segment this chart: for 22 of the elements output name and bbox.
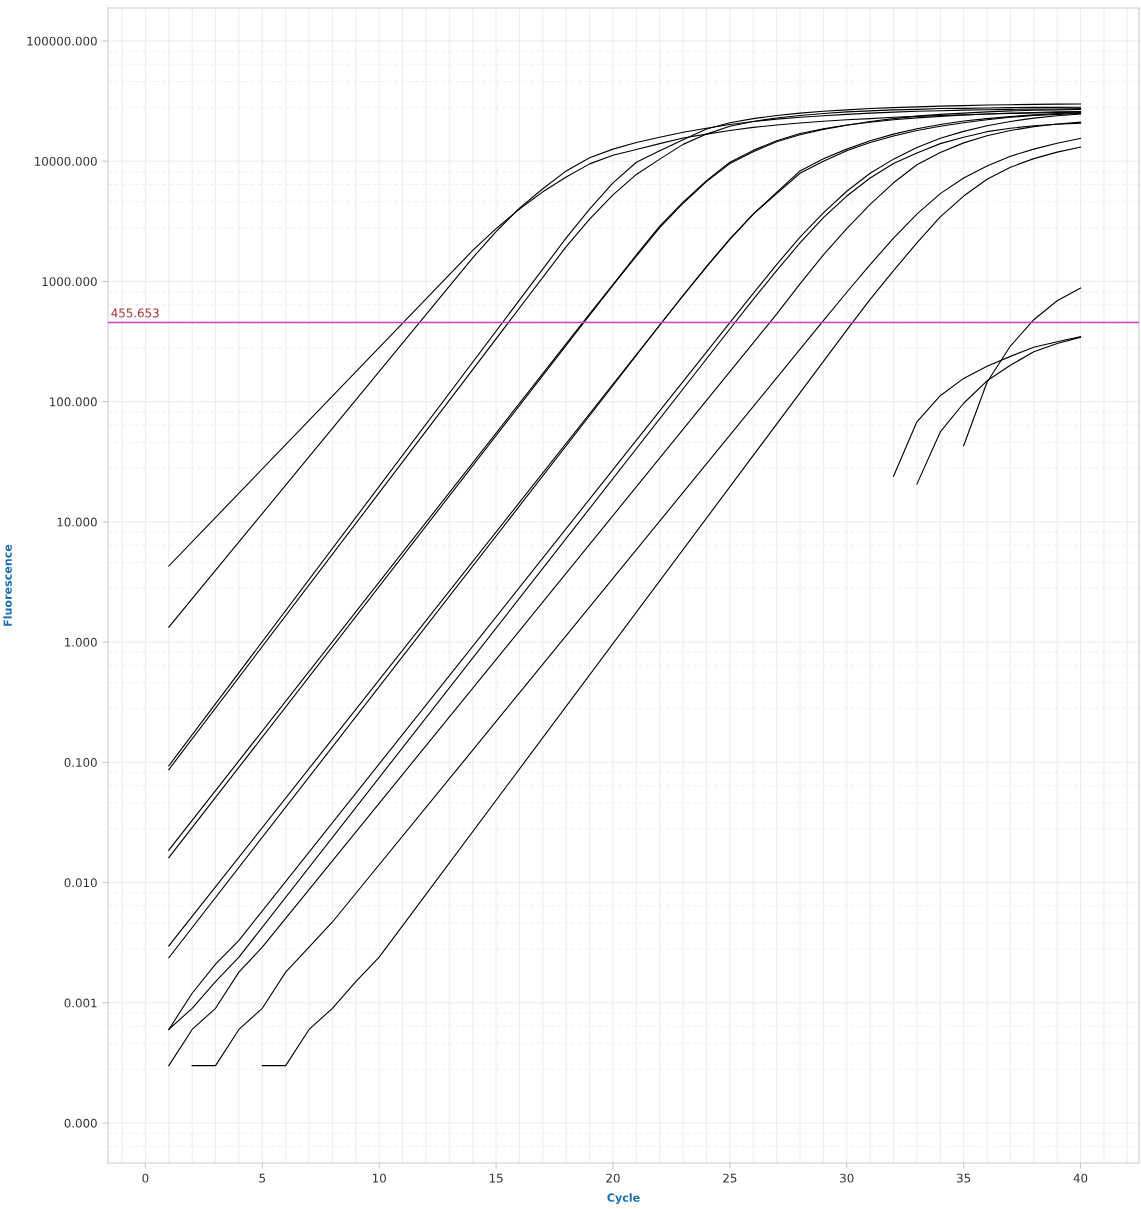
x-tick-label: 40	[1073, 1173, 1088, 1183]
y-tick-label: 100.000	[50, 397, 97, 407]
y-tick-label: 0.010	[64, 878, 97, 888]
y-tick-label: 10.000	[57, 517, 97, 527]
x-tick-label: 20	[606, 1173, 620, 1183]
y-tick-label: 0.100	[64, 758, 97, 767]
y-tick-label: 0.000	[64, 1118, 97, 1128]
x-tick-label: 15	[489, 1173, 503, 1183]
y-tick-label: 100000.000	[27, 36, 97, 46]
y-axis-title: Fluorescence	[3, 544, 12, 626]
x-tick-label: 25	[723, 1173, 737, 1183]
x-tick-label: 0	[142, 1173, 149, 1183]
x-tick-label: 35	[957, 1173, 971, 1183]
x-axis-title: Cycle	[607, 1193, 640, 1205]
x-tick-label: 10	[372, 1173, 386, 1183]
x-tick-label: 30	[840, 1173, 854, 1183]
y-tick-label: 1000.000	[42, 277, 97, 287]
ref-line-label: 455.653	[111, 308, 159, 318]
y-tick-label: 0.001	[64, 998, 97, 1008]
y-tick-label: 10000.000	[35, 156, 97, 166]
x-tick-label: 5	[259, 1173, 266, 1183]
y-tick-label: 1.000	[65, 637, 97, 647]
